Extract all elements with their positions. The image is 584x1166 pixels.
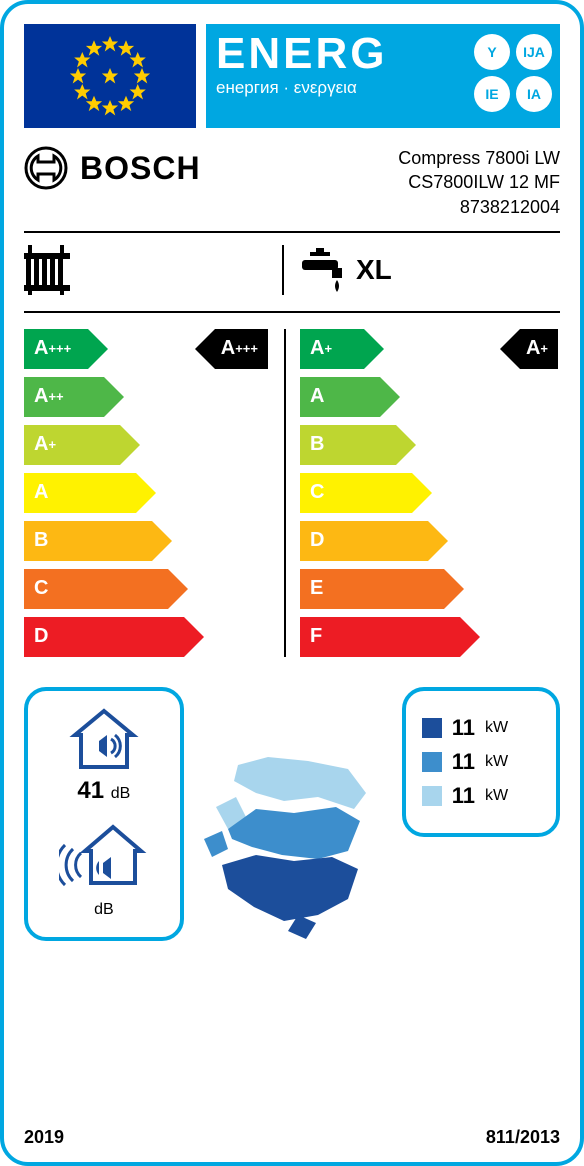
model-line: CS7800ILW 12 MF [398,170,560,194]
lang-circle: Y [474,34,510,70]
lang-circle: IA [516,76,552,112]
unit: dB [111,785,131,802]
model-line: Compress 7800i LW [398,146,560,170]
lang-circle: IJA [516,34,552,70]
scale-bar: A+++ A+++ [24,329,284,369]
map-warm [222,855,358,939]
scale-bar-label: B [300,425,396,465]
power-unit: kW [485,719,508,737]
heating-category [24,245,282,295]
lang-circle: IE [474,76,510,112]
scale-bar-label: A++ [24,377,104,417]
water-size: XL [356,254,392,286]
power-color-icon [422,718,442,738]
power-row: 11 kW [422,783,540,809]
category-row: XL [24,245,560,313]
brand-row: BOSCH Compress 7800i LW CS7800ILW 12 MF … [24,146,560,233]
power-row: 11 kW [422,749,540,775]
scale-bar: C [300,473,560,513]
indoor-noise-icon [69,707,139,771]
bottom-section: 41 dB dB [24,687,560,947]
scale-bar: E [300,569,560,609]
scale-bar: C [24,569,284,609]
scale-bar-label: A+ [300,329,364,369]
noise-box: 41 dB dB [24,687,184,941]
scale-bar-label: A [24,473,136,513]
power-value: 11 [452,749,475,775]
power-value: 11 [452,783,475,809]
scale-bar: A++ [24,377,284,417]
outdoor-noise-icon [59,823,149,887]
scale-bar-label: B [24,521,152,561]
power-unit: kW [485,787,508,805]
rating-arrow: A+++ [195,329,268,369]
scale-bar-label: A+++ [24,329,88,369]
scales: A+++A+++A++A+ABCD A+A+ABCDEF [24,329,560,667]
scale-bar-label: E [300,569,444,609]
scale-bar: B [300,425,560,465]
heating-scale: A+++ A+++ A++ A+ ABCD [24,329,284,657]
model-info: Compress 7800i LW CS7800ILW 12 MF 873821… [398,146,560,219]
power-box: 11 kW 11 kW 11 kW [402,687,560,837]
scale-bar: F [300,617,560,657]
power-color-icon [422,786,442,806]
power-value: 11 [452,715,475,741]
rating-arrow: A+ [500,329,558,369]
scale-bar-label: F [300,617,460,657]
indoor-noise-value: 41 dB [77,777,130,805]
scale-bar: A+ A+ [300,329,560,369]
power-color-icon [422,752,442,772]
europe-map [198,747,388,947]
brand-name: BOSCH [80,150,201,187]
model-line: 8738212004 [398,195,560,219]
water-category: XL [284,245,560,295]
scale-bar-label: A [300,377,380,417]
scale-bar-label: D [24,617,184,657]
power-unit: kW [485,753,508,771]
scale-bar: D [300,521,560,561]
scale-bar-label: D [300,521,428,561]
energy-label: ENERG енергия · ενεργεια Y IJA IE IA BOS… [0,0,584,1166]
bosch-logo-icon [24,146,68,190]
brand: BOSCH [24,146,201,190]
tap-icon [302,248,346,292]
scale-bar-label: C [300,473,412,513]
scale-bar: A+ [24,425,284,465]
footer-regulation: 811/2013 [486,1127,560,1148]
scale-bar-label: A+ [24,425,120,465]
indoor-noise: 41 dB [69,707,139,805]
outdoor-noise-value: dB [94,893,114,921]
scale-bar: B [24,521,284,561]
outdoor-noise: dB [59,823,149,921]
scale-bar-label: C [24,569,168,609]
lang-circles: Y IJA IE IA [474,34,552,112]
unit: dB [94,901,114,918]
scale-bar: D [24,617,284,657]
radiator-icon [24,245,70,295]
water-scale: A+ A+ ABCDEF [286,329,560,657]
eu-flag [24,24,196,128]
scale-bar: A [300,377,560,417]
value: 41 [77,777,104,804]
header: ENERG енергия · ενεργεια Y IJA IE IA [24,24,560,128]
scale-bar: A [24,473,284,513]
energy-title-block: ENERG енергия · ενεργεια Y IJA IE IA [206,24,560,128]
footer-year: 2019 [24,1127,64,1148]
footer: 2019 811/2013 [24,1127,560,1148]
power-row: 11 kW [422,715,540,741]
